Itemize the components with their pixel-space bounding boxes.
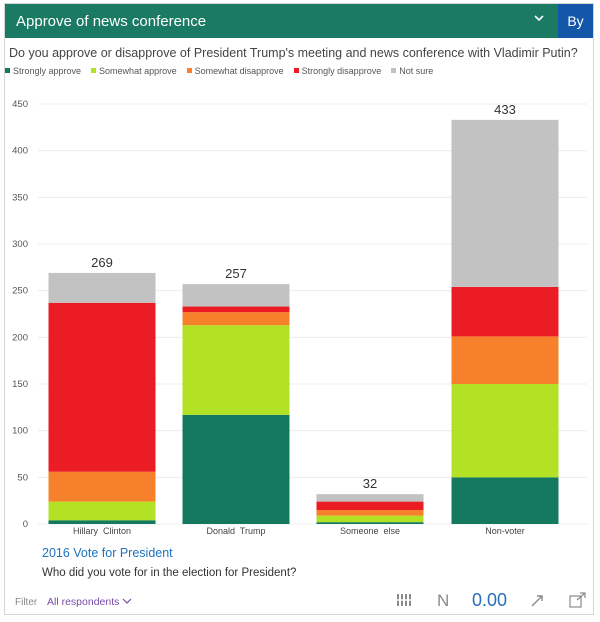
bar-segment (48, 471, 156, 502)
y-tick-label: 350 (12, 192, 28, 203)
legend-label: Strongly disapprove (301, 66, 382, 76)
x-tick-label: Non-voter (485, 526, 525, 536)
bar-segment (182, 284, 290, 307)
bar-segment (451, 477, 559, 524)
decimal-places-control[interactable]: 0.00 (472, 590, 508, 610)
bar-segment (48, 272, 156, 303)
legend-item[interactable]: Somewhat disapprove (186, 66, 284, 76)
y-tick-label: 0 (23, 519, 28, 530)
bar-segment (316, 510, 424, 516)
bar-segment (316, 501, 424, 510)
x-tick-label: Someone else (340, 526, 400, 536)
x-tick-label: Hillary Clinton (73, 526, 131, 536)
bar-total-label: 433 (494, 102, 516, 117)
filter-dropdown[interactable]: All respondents (47, 596, 132, 608)
bar-segment (48, 501, 156, 521)
y-tick-label: 50 (17, 472, 28, 483)
x-tick-label: Donald Trump (206, 526, 265, 536)
y-tick-label: 400 (12, 146, 28, 157)
bar-segment (451, 119, 559, 287)
x-axis-description: Who did you vote for in the election for… (42, 567, 297, 579)
bar-segment (182, 306, 290, 313)
y-tick-label: 300 (12, 239, 28, 250)
filter-value-label: All respondents (47, 596, 120, 608)
y-tick-label: 150 (12, 379, 28, 390)
sample-size-toggle[interactable]: N (437, 591, 450, 610)
y-tick-label: 250 (12, 286, 28, 297)
legend-swatch (186, 68, 192, 73)
legend-label: Strongly approve (13, 66, 82, 76)
x-axis-title-link[interactable]: 2016 Vote for President (42, 546, 173, 560)
legend-label: Somewhat approve (99, 66, 177, 76)
bar-segment (451, 286, 559, 337)
chevron-down-icon (122, 598, 132, 604)
columns-icon[interactable] (396, 592, 412, 613)
legend-swatch (5, 68, 10, 73)
filter-label: Filter (15, 597, 38, 608)
swap-axes-icon[interactable] (530, 592, 548, 613)
stacked-bar-chart: 0 50 100 150 200 250 300 350 400 450 269 Hillary Cl… (12, 99, 587, 536)
bar-segment (182, 312, 290, 326)
question-text: Do you approve or disapprove of Presiden… (9, 46, 578, 60)
bar-segment (48, 520, 156, 524)
bar-segment (182, 325, 290, 415)
y-tick-label: 200 (12, 332, 28, 343)
legend-swatch (91, 68, 97, 73)
bar-segment (182, 414, 290, 524)
legend-item[interactable]: Not sure (391, 66, 433, 76)
y-tick-label: 450 (12, 99, 28, 110)
legend-item[interactable]: Strongly disapprove (293, 66, 382, 76)
legend-label: Somewhat disapprove (194, 66, 284, 76)
bar-segment (48, 302, 156, 472)
legend-label: Not sure (399, 66, 434, 76)
bar-segment (451, 384, 559, 478)
y-tick-label: 100 (12, 426, 28, 437)
panel-header: Approve of news conference (5, 4, 558, 38)
bar-segment (451, 336, 559, 384)
legend-item[interactable]: Somewhat approve (91, 66, 177, 76)
bar-total-label: 32 (363, 476, 377, 491)
chevron-down-icon[interactable] (533, 11, 545, 27)
expand-icon[interactable] (569, 592, 587, 613)
legend-swatch (391, 68, 397, 73)
by-button[interactable]: By (558, 4, 593, 38)
panel-title: Approve of news conference (16, 13, 207, 30)
legend: Strongly approve Somewhat approve Somewhat… (5, 66, 443, 76)
legend-swatch (293, 68, 299, 73)
bar-segment (316, 515, 424, 523)
bar-total-label: 269 (91, 255, 113, 270)
bar-segment (316, 494, 424, 502)
bar-total-label: 257 (225, 266, 247, 281)
legend-item[interactable]: Strongly approve (5, 66, 81, 76)
bar-segment (316, 522, 424, 524)
